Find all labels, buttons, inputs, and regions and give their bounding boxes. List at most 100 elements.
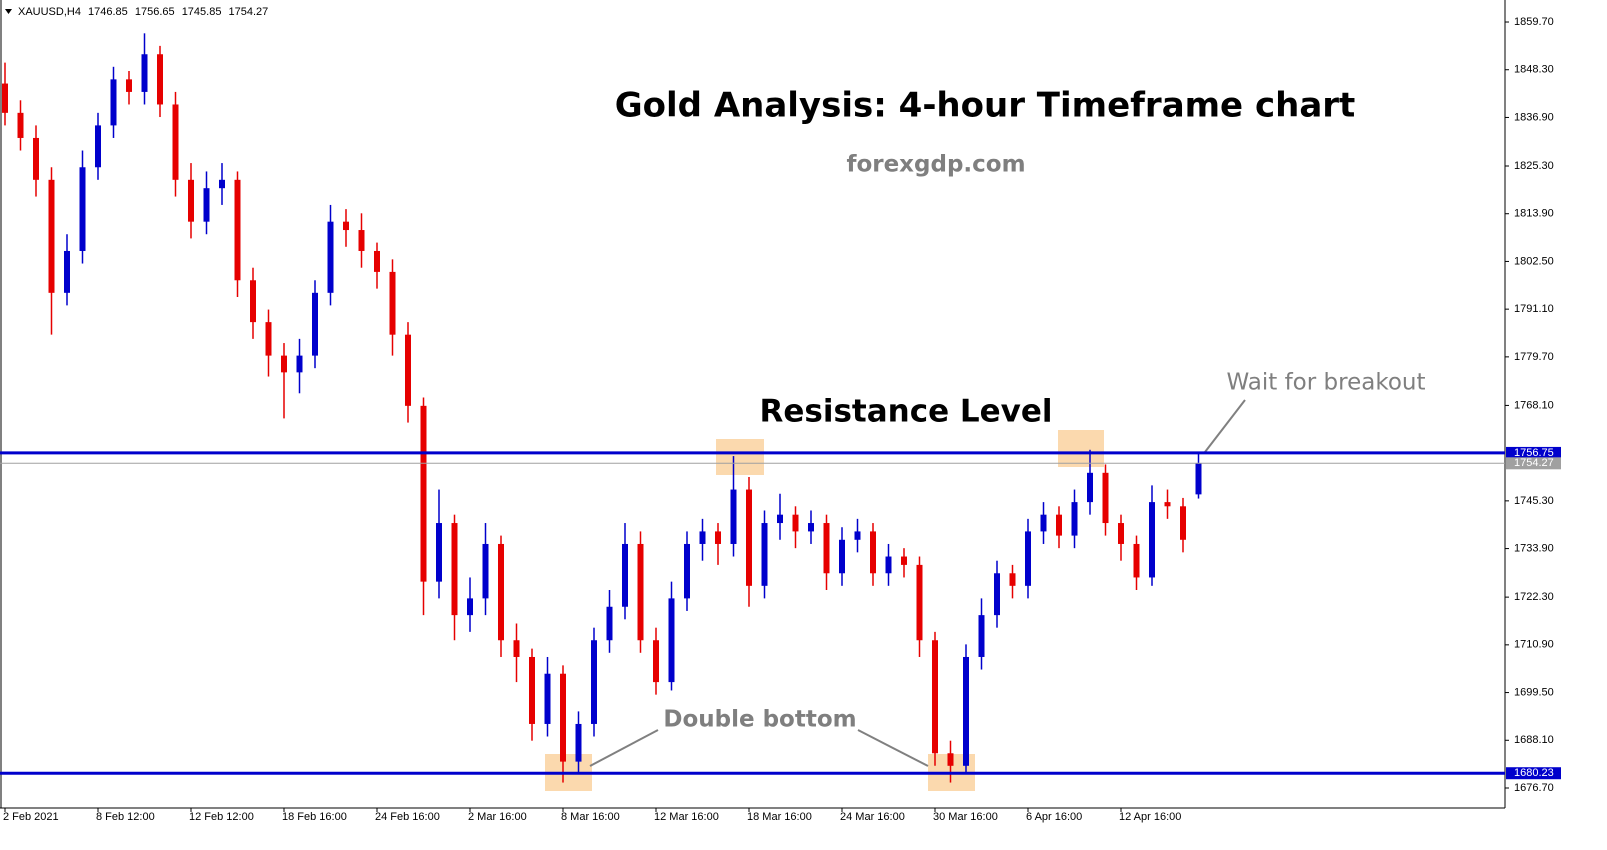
candle-body	[358, 230, 365, 251]
candle-body	[1164, 502, 1171, 507]
candle-body	[2, 83, 8, 113]
chart-title: Gold Analysis: 4-hour Timeframe chart	[615, 86, 1356, 126]
y-tick-label: 1688.10	[1514, 734, 1554, 746]
candle-body	[265, 322, 272, 356]
candle-body	[1040, 514, 1047, 532]
level-tag	[1506, 767, 1561, 780]
candle-body	[389, 271, 396, 335]
candle-body	[854, 531, 861, 540]
candle-body	[1009, 573, 1016, 586]
x-tick-label: 12 Feb 12:00	[189, 811, 254, 823]
candle-body	[281, 355, 287, 373]
menu-arrow	[5, 9, 12, 14]
candle-body	[420, 405, 427, 582]
x-tick-label: 24 Mar 16:00	[840, 811, 905, 823]
candle-body	[64, 250, 70, 293]
candle-body	[916, 564, 923, 641]
candle-body	[668, 598, 675, 683]
candle-body	[1133, 543, 1140, 578]
plot	[0, 33, 1505, 783]
arrow	[857, 729, 929, 767]
candle-body	[1195, 463, 1202, 495]
candle-body	[901, 556, 907, 565]
candle-body	[405, 334, 411, 406]
candle-body	[885, 556, 892, 574]
candle-body	[792, 514, 799, 532]
symbol: XAUUSD,H4	[18, 6, 81, 18]
breakout-label: Wait for breakout	[1227, 370, 1426, 396]
level-label: 1756.75	[1514, 447, 1554, 459]
y-tick-label: 1733.90	[1514, 542, 1554, 554]
candle-body	[575, 723, 582, 762]
highlight-box	[1058, 430, 1104, 467]
candle-body	[513, 640, 520, 657]
candle-body	[591, 640, 597, 724]
candle-body	[1025, 531, 1031, 586]
candle-body	[699, 531, 706, 544]
level-label: 1680.23	[1514, 767, 1554, 779]
x-tick-label: 8 Mar 16:00	[561, 811, 620, 823]
x-tick-label: 12 Mar 16:00	[654, 811, 719, 823]
candle-body	[777, 514, 783, 524]
candle-body	[746, 489, 752, 586]
x-tick-label: 8 Feb 12:00	[96, 811, 155, 823]
candle-body	[1056, 514, 1062, 536]
candle-body	[296, 355, 303, 373]
y-tick-label: 1791.10	[1514, 303, 1554, 315]
candle-body	[947, 753, 954, 766]
ohlc-value: 1746.85	[88, 6, 128, 18]
candle-body	[606, 606, 613, 641]
candle-body	[48, 179, 55, 293]
y-tick-label: 1779.70	[1514, 351, 1554, 363]
candle-body	[1102, 472, 1109, 524]
candle-body	[374, 250, 380, 272]
candle-body	[343, 221, 349, 231]
candle-body	[684, 543, 690, 599]
candle-body	[544, 673, 551, 724]
candle-body	[715, 531, 721, 544]
y-tick-label: 1745.30	[1514, 495, 1554, 507]
candle-body	[482, 543, 489, 599]
candle-body	[637, 543, 644, 641]
candle-body	[110, 79, 117, 126]
x-tick-label: 18 Mar 16:00	[747, 811, 812, 823]
candle-body	[95, 125, 101, 168]
candle-body	[250, 280, 256, 323]
candle-body	[33, 137, 39, 180]
y-tick-label: 1768.10	[1514, 399, 1554, 411]
candle-body	[1071, 502, 1078, 536]
candle-body	[1180, 506, 1186, 540]
candle-body	[219, 179, 225, 189]
candle-body	[188, 179, 194, 222]
ohlc-value: 1756.65	[135, 6, 175, 18]
x-tick-label: 6 Apr 16:00	[1026, 811, 1082, 823]
y-tick-label: 1722.30	[1514, 591, 1554, 603]
y-tick-label: 1848.30	[1514, 64, 1554, 76]
candle-body	[622, 543, 628, 607]
candle-body	[994, 573, 1000, 616]
y-tick-label: 1825.30	[1514, 160, 1554, 172]
y-tick-label: 1813.90	[1514, 208, 1554, 220]
candle-body	[1087, 472, 1093, 503]
candle-body	[963, 656, 969, 766]
resistance-label: Resistance Level	[759, 394, 1052, 430]
candle-body	[1149, 502, 1155, 578]
candle-body	[560, 673, 566, 762]
candle-body	[234, 179, 241, 281]
candle-body	[808, 523, 814, 532]
level-label: 1754.27	[1514, 457, 1554, 469]
candle-body	[823, 523, 830, 574]
candle-body	[529, 656, 535, 724]
chart-subtitle: forexgdp.com	[846, 152, 1025, 178]
candle-body	[1118, 523, 1124, 544]
candle-body	[978, 615, 985, 657]
candle-body	[436, 523, 442, 582]
candle-body	[312, 292, 318, 356]
highlight-box	[716, 439, 764, 475]
level-tag	[1506, 457, 1561, 470]
y-tick-label: 1710.90	[1514, 639, 1554, 651]
double-bottom-label: Double bottom	[663, 707, 856, 733]
candle-body	[327, 221, 334, 293]
candle-body	[157, 54, 163, 105]
